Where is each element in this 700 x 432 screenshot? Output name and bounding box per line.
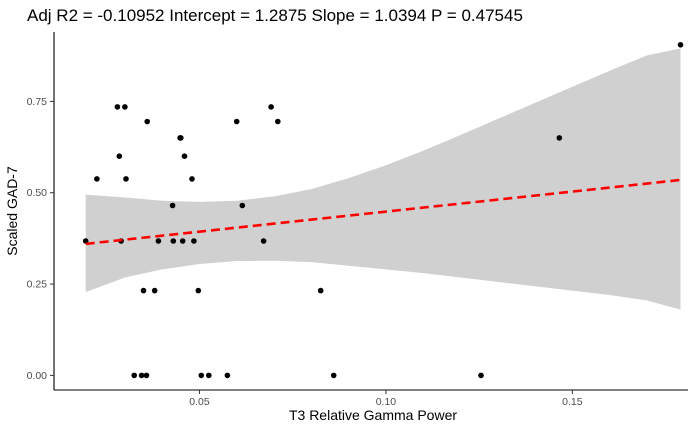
chart-title: Adj R2 = -0.10952 Intercept = 1.2875 Slo… [27, 6, 523, 25]
data-point-36 [677, 42, 684, 48]
x-tick-label: 0.05 [189, 396, 210, 408]
data-point-32 [317, 287, 324, 294]
data-point-29 [260, 238, 267, 244]
data-point-25 [206, 372, 212, 379]
data-point-2 [94, 176, 100, 182]
data-point-26 [224, 372, 231, 379]
data-point-28 [239, 202, 246, 209]
regression-line [85, 178, 681, 246]
data-point-6 [122, 104, 128, 110]
data-point-1 [82, 238, 89, 244]
data-point-12 [144, 118, 150, 125]
data-point-18 [178, 135, 184, 141]
y-tick-label: 0.25 [27, 279, 48, 291]
data-point-19 [179, 238, 186, 244]
y-tick-label: 0.50 [27, 187, 48, 199]
y-tick-label: 0.75 [27, 96, 48, 108]
data-point-20 [181, 153, 188, 159]
data-point-27 [233, 118, 240, 125]
data-point-24 [198, 372, 205, 379]
data-point-16 [170, 238, 177, 244]
data-point-14 [155, 238, 162, 244]
y-axis-ticks: 0.00 0.25 0.50 0.75 [27, 96, 54, 382]
data-point-4 [116, 153, 123, 159]
data-point-15 [169, 202, 176, 209]
data-points [82, 42, 684, 379]
data-point-35 [556, 135, 563, 141]
data-point-30 [268, 104, 274, 110]
x-axis-ticks: 0.05 0.10 0.15 [189, 390, 583, 408]
data-point-31 [275, 118, 281, 125]
x-tick-label: 0.10 [376, 396, 397, 408]
data-point-9 [138, 372, 145, 379]
data-point-10 [140, 287, 147, 294]
y-tick-label: 0.00 [27, 370, 48, 382]
data-point-22 [191, 238, 197, 244]
data-point-34 [478, 372, 484, 379]
data-point-21 [189, 176, 195, 182]
data-point-23 [195, 287, 202, 294]
confidence-band [85, 48, 681, 310]
x-tick-label: 0.15 [562, 396, 583, 408]
data-point-8 [131, 372, 137, 379]
data-point-33 [330, 372, 337, 379]
data-point-11 [143, 372, 150, 379]
data-point-13 [151, 287, 158, 294]
y-axis-title: Scaled GAD-7 [4, 166, 20, 256]
data-point-3 [114, 104, 121, 110]
data-point-7 [123, 176, 129, 182]
x-axis-title: T3 Relative Gamma Power [289, 407, 457, 423]
